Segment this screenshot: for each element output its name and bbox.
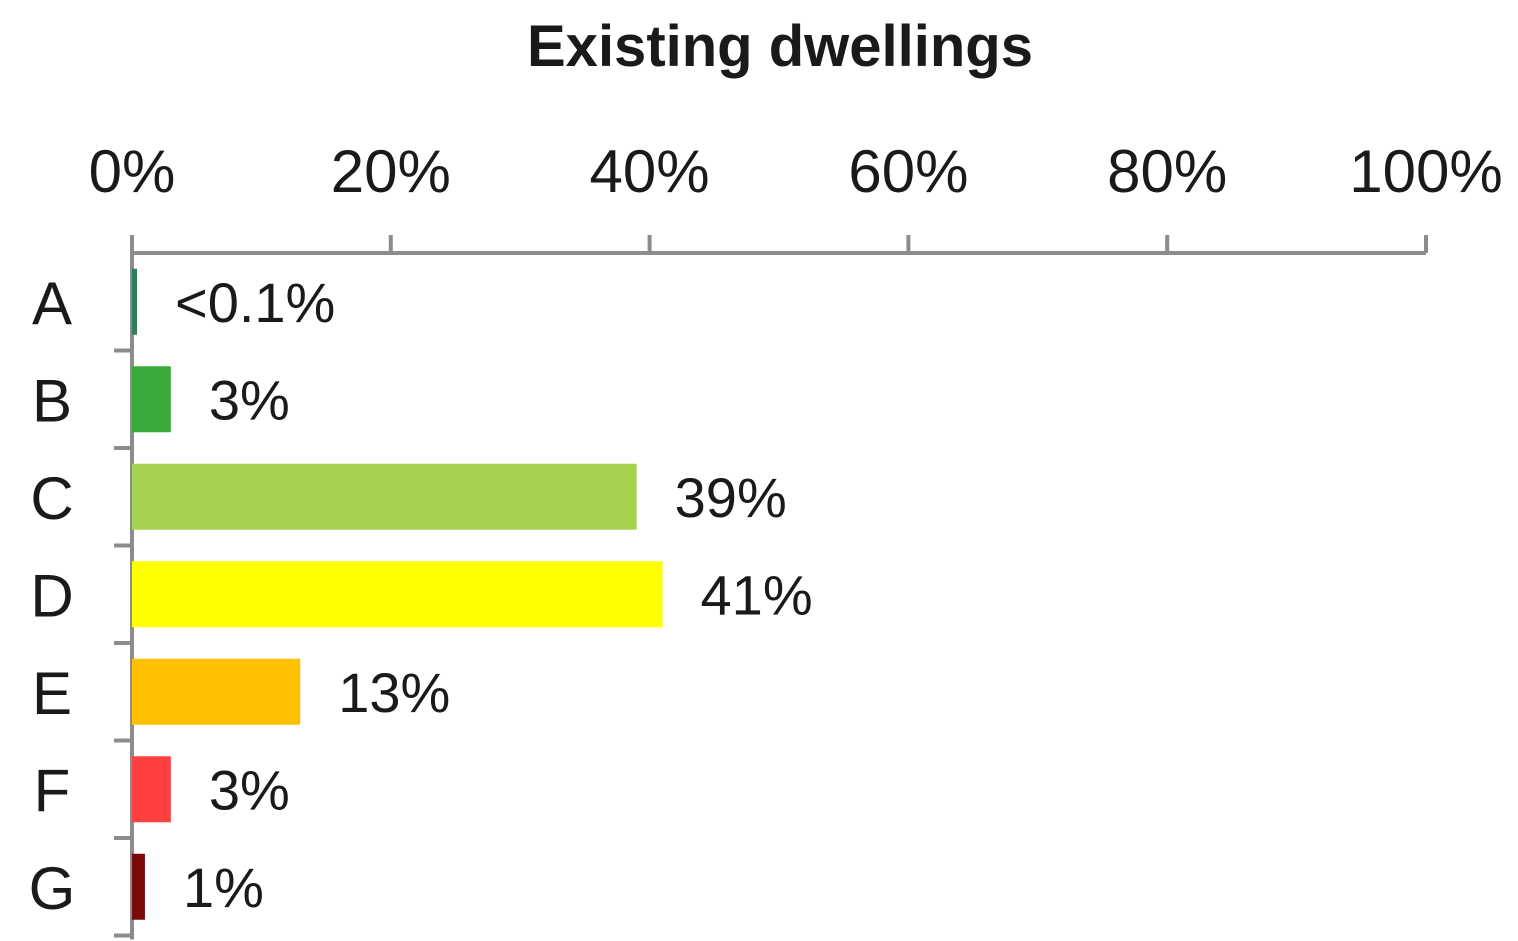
x-axis: 0% 20% 40% 60% 80% 100% bbox=[89, 138, 1503, 255]
bar-c bbox=[132, 463, 637, 530]
x-tick-label: 60% bbox=[848, 138, 968, 205]
x-tick-label: 20% bbox=[331, 138, 451, 205]
x-tick-label: 40% bbox=[590, 138, 710, 205]
data-label-b: 3% bbox=[209, 368, 290, 431]
bar-g bbox=[132, 853, 145, 920]
data-label-f: 3% bbox=[209, 758, 290, 821]
category-label-e: E bbox=[32, 660, 72, 727]
y-axis bbox=[114, 253, 134, 940]
value-labels: <0.1% 3% 39% 41% 13% 3% 1% bbox=[175, 271, 813, 919]
data-label-e: 13% bbox=[338, 661, 450, 724]
chart-title: Existing dwellings bbox=[527, 14, 1033, 79]
x-tick-label: 0% bbox=[89, 138, 176, 205]
data-label-a: <0.1% bbox=[175, 271, 335, 334]
data-label-c: 39% bbox=[675, 466, 787, 529]
category-label-a: A bbox=[32, 270, 72, 337]
bar-f bbox=[132, 756, 171, 823]
bars-group bbox=[132, 268, 663, 920]
category-label-f: F bbox=[34, 757, 71, 824]
category-label-b: B bbox=[32, 367, 72, 434]
data-label-d: 41% bbox=[701, 563, 813, 626]
x-tick-label: 100% bbox=[1349, 138, 1502, 205]
bar-b bbox=[132, 366, 171, 433]
category-label-g: G bbox=[29, 855, 76, 922]
data-label-g: 1% bbox=[183, 856, 264, 919]
category-label-c: C bbox=[30, 465, 73, 532]
bar-e bbox=[132, 658, 301, 725]
bar-d bbox=[132, 561, 663, 628]
x-tick-label: 80% bbox=[1107, 138, 1227, 205]
category-label-d: D bbox=[30, 562, 73, 629]
bar-a bbox=[132, 268, 137, 335]
